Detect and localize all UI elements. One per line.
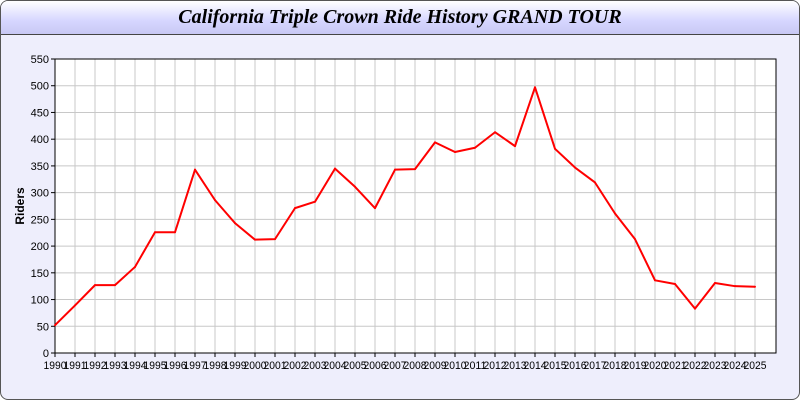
data-point [254, 238, 256, 241]
data-point [574, 166, 576, 169]
x-tick-label: 2008 [404, 360, 427, 372]
x-tick-label: 1997 [184, 360, 207, 372]
x-tick-label: 2011 [464, 360, 487, 372]
x-tick-label: 2020 [644, 360, 667, 372]
x-tick-label: 2001 [264, 360, 287, 372]
x-tick-label: 1992 [84, 360, 107, 372]
data-point [514, 145, 516, 148]
data-point [494, 131, 496, 134]
data-point [374, 207, 376, 210]
x-tick-label: 2025 [744, 360, 767, 372]
x-tick-label: 2005 [344, 360, 367, 372]
x-tick-label: 2023 [704, 360, 727, 372]
data-point [694, 307, 696, 310]
x-tick-label: 2015 [544, 360, 567, 372]
x-tick-label: 2009 [424, 360, 447, 372]
data-point [434, 141, 436, 144]
y-tick-label: 450 [31, 107, 49, 119]
x-tick-label: 2019 [624, 360, 647, 372]
data-point [74, 304, 76, 307]
x-tick-label: 2012 [484, 360, 507, 372]
y-tick-label: 50 [37, 321, 49, 333]
x-tick-label: 2017 [584, 360, 607, 372]
data-point [294, 207, 296, 210]
x-tick-label: 2006 [364, 360, 387, 372]
x-tick-label: 1995 [144, 360, 167, 372]
x-tick-label: 1996 [164, 360, 187, 372]
title-bar: California Triple Crown Ride History GRA… [1, 1, 799, 35]
y-tick-label: 550 [31, 54, 49, 66]
y-tick-label: 150 [31, 268, 49, 280]
x-tick-label: 2016 [564, 360, 587, 372]
x-tick-label: 2007 [384, 360, 407, 372]
data-point [334, 167, 336, 170]
x-tick-label: 2000 [244, 360, 267, 372]
chart-title: California Triple Crown Ride History GRA… [178, 6, 622, 28]
x-tick-label: 2002 [284, 360, 307, 372]
data-point [234, 222, 236, 225]
data-point [314, 200, 316, 203]
data-point [614, 212, 616, 215]
x-tick-label: 2003 [304, 360, 327, 372]
data-point [194, 168, 196, 171]
x-tick-label: 2010 [444, 360, 467, 372]
y-tick-label: 300 [31, 188, 49, 200]
data-point [734, 285, 736, 288]
x-tick-label: 1993 [104, 360, 127, 372]
y-tick-label: 250 [31, 214, 49, 226]
data-point [394, 168, 396, 171]
data-point [474, 146, 476, 149]
data-point [594, 181, 596, 184]
data-point [454, 151, 456, 154]
y-axis-label: Riders [13, 187, 27, 225]
y-tick-label: 500 [31, 81, 49, 93]
data-point [154, 231, 156, 234]
data-point [414, 168, 416, 171]
data-point [214, 199, 216, 202]
x-tick-label: 1994 [124, 360, 147, 372]
y-tick-label: 200 [31, 241, 49, 253]
data-point [634, 238, 636, 241]
data-point [714, 281, 716, 284]
data-point [54, 324, 56, 327]
x-tick-label: 2004 [324, 360, 347, 372]
x-tick-label: 2014 [524, 360, 547, 372]
data-point [274, 238, 276, 241]
data-point [174, 231, 176, 234]
data-point [534, 86, 536, 89]
x-tick-label: 1998 [204, 360, 227, 372]
x-tick-label: 2018 [604, 360, 627, 372]
data-point [354, 185, 356, 188]
y-tick-label: 0 [43, 348, 49, 360]
x-tick-label: 1991 [64, 360, 87, 372]
y-tick-label: 400 [31, 134, 49, 146]
x-tick-label: 2013 [504, 360, 527, 372]
x-tick-label: 1999 [224, 360, 247, 372]
data-point [674, 283, 676, 286]
data-point [94, 284, 96, 287]
series-line [54, 86, 756, 326]
x-tick-label: 2022 [684, 360, 707, 372]
data-point [754, 285, 756, 288]
plot-border [54, 58, 777, 354]
data-point [654, 279, 656, 282]
x-tick-label: 2021 [664, 360, 687, 372]
data-point [134, 265, 136, 268]
data-point [554, 147, 556, 150]
data-point [114, 284, 116, 287]
y-tick-label: 100 [31, 295, 49, 307]
x-tick-label: 1990 [44, 360, 67, 372]
y-tick-label: 350 [31, 161, 49, 173]
x-tick-label: 2024 [724, 360, 747, 372]
